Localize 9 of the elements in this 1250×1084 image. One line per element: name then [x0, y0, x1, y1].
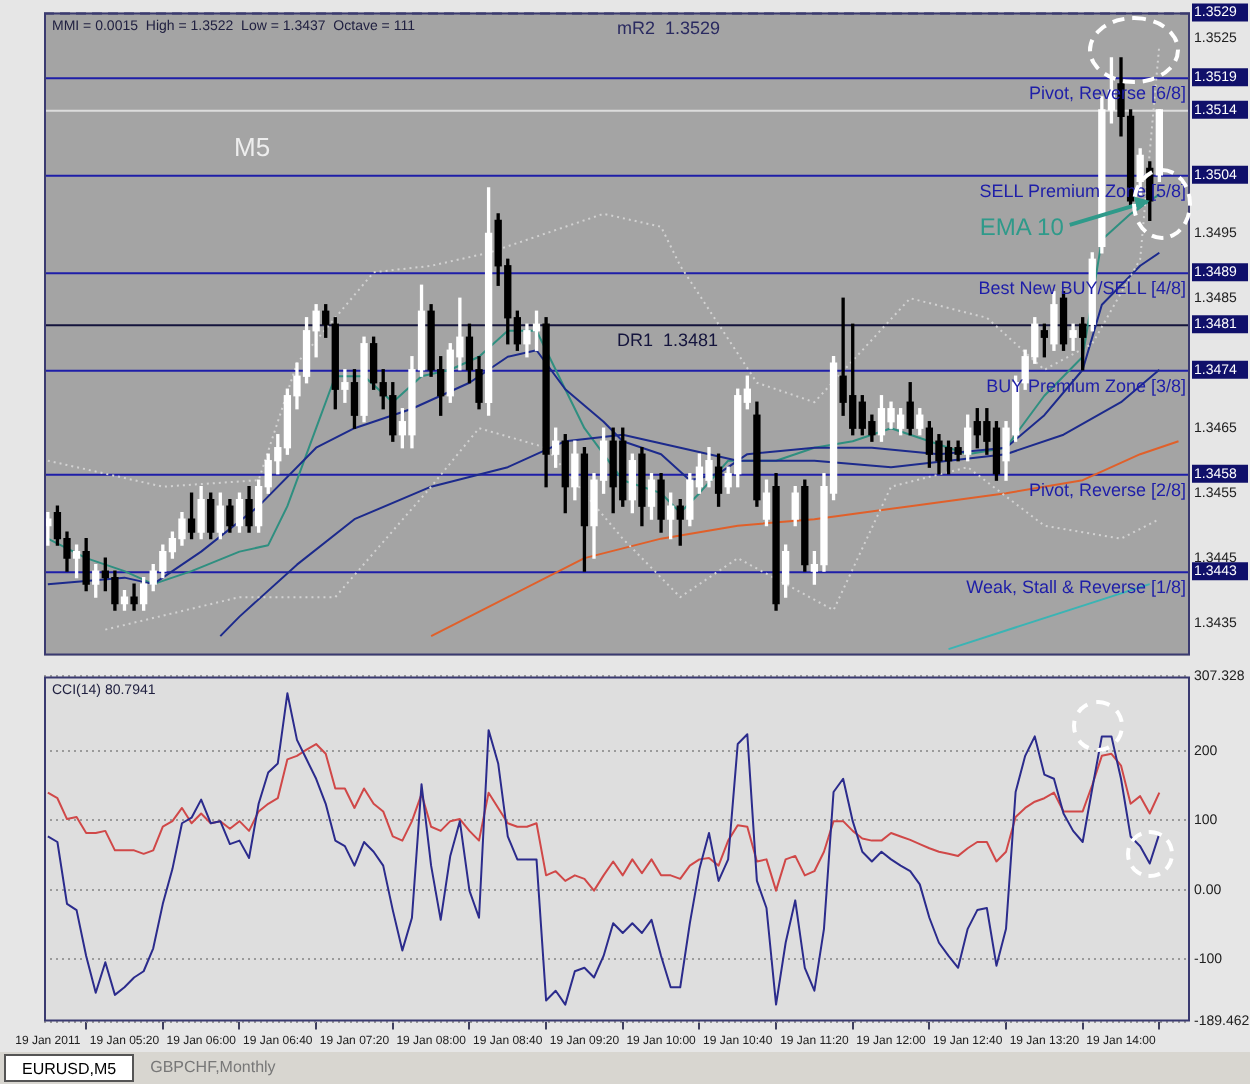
candlestick: [341, 369, 349, 403]
text: GBPCHF,Monthly: [148, 1056, 278, 1080]
ref-line-label: Pivot, Reverse [2/8]: [1028, 479, 1186, 500]
ref-line-label: mR2 1.3529: [617, 18, 721, 39]
annotation: EMA 10: [979, 212, 1065, 241]
text: EURUSD,M5: [4, 1054, 135, 1082]
annotation: M5: [234, 132, 271, 163]
ref-line-label: Weak, Stall & Reverse [1/8]: [966, 577, 1186, 598]
ref-line-label: DR1 1.3481: [617, 330, 719, 351]
